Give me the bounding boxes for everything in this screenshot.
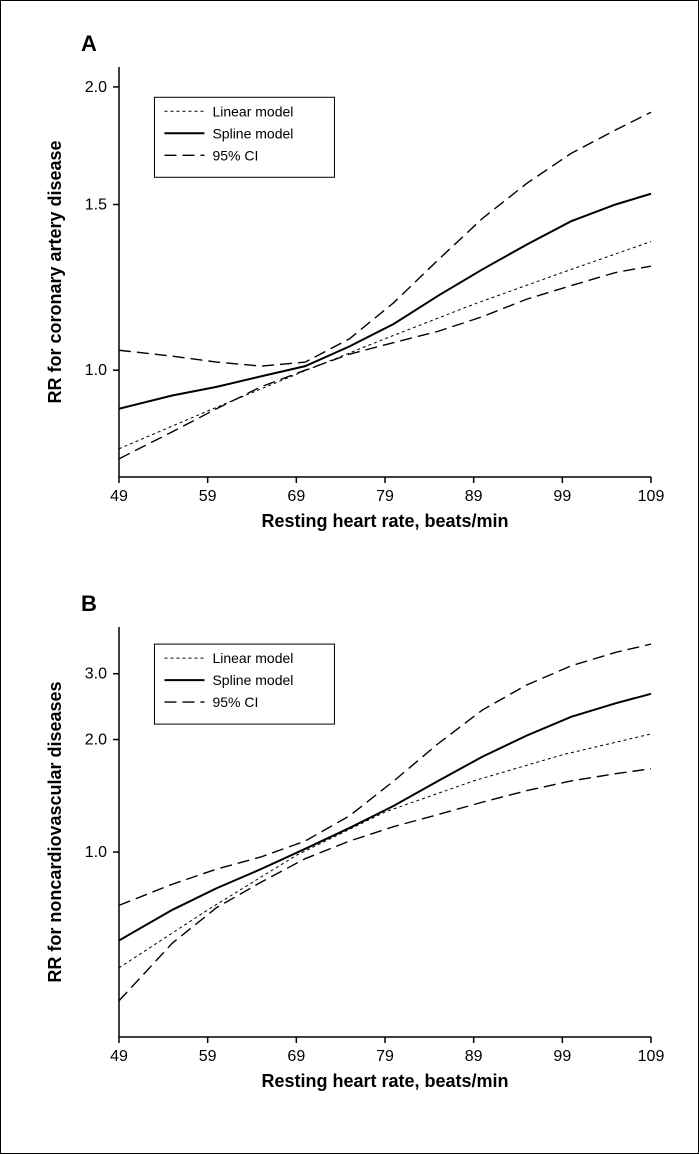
svg-text:2.0: 2.0 xyxy=(85,79,107,96)
svg-text:2.0: 2.0 xyxy=(85,732,107,749)
svg-text:Resting heart rate, beats/min: Resting heart rate, beats/min xyxy=(261,511,508,531)
svg-text:99: 99 xyxy=(553,1048,571,1065)
svg-text:Resting heart rate, beats/min: Resting heart rate, beats/min xyxy=(261,1071,508,1091)
svg-text:79: 79 xyxy=(376,1048,394,1065)
svg-text:109: 109 xyxy=(638,1048,665,1065)
figure-container: A 49 59 69 79 89 99 109 Resting heart rate, bea… xyxy=(0,0,699,1154)
svg-text:109: 109 xyxy=(638,488,665,505)
svg-text:Spline model: Spline model xyxy=(212,672,293,688)
svg-text:69: 69 xyxy=(287,488,305,505)
panel-a: A 49 59 69 79 89 99 109 Resting heart rate, bea… xyxy=(31,29,668,549)
svg-text:Spline model: Spline model xyxy=(212,125,293,141)
svg-text:RR for noncardiovascular disea: RR for noncardiovascular diseases xyxy=(45,681,65,982)
svg-text:Linear model: Linear model xyxy=(212,650,293,666)
panel-a-svg: 49 59 69 79 89 99 109 Resting heart rate, beats… xyxy=(31,29,671,549)
svg-text:89: 89 xyxy=(465,1048,483,1065)
svg-text:RR for coronary artery disease: RR for coronary artery disease xyxy=(45,140,65,403)
panel-b: B 49 59 69 79 89 99 109 Resting heart rate, bea… xyxy=(31,589,668,1109)
svg-text:95% CI: 95% CI xyxy=(212,694,258,710)
svg-text:69: 69 xyxy=(287,1048,305,1065)
svg-text:3.0: 3.0 xyxy=(85,666,107,683)
svg-text:59: 59 xyxy=(199,1048,217,1065)
svg-text:95% CI: 95% CI xyxy=(212,147,258,163)
svg-text:Linear model: Linear model xyxy=(212,103,293,119)
panel-a-label: A xyxy=(81,31,97,57)
svg-text:89: 89 xyxy=(465,488,483,505)
svg-text:99: 99 xyxy=(553,488,571,505)
svg-text:1.0: 1.0 xyxy=(85,844,107,861)
svg-text:79: 79 xyxy=(376,488,394,505)
svg-text:59: 59 xyxy=(199,488,217,505)
svg-text:1.0: 1.0 xyxy=(85,362,107,379)
svg-text:1.5: 1.5 xyxy=(85,196,107,213)
svg-text:49: 49 xyxy=(110,488,128,505)
panel-b-label: B xyxy=(81,591,97,617)
svg-text:49: 49 xyxy=(110,1048,128,1065)
panel-b-svg: 49 59 69 79 89 99 109 Resting heart rate, beats… xyxy=(31,589,671,1109)
